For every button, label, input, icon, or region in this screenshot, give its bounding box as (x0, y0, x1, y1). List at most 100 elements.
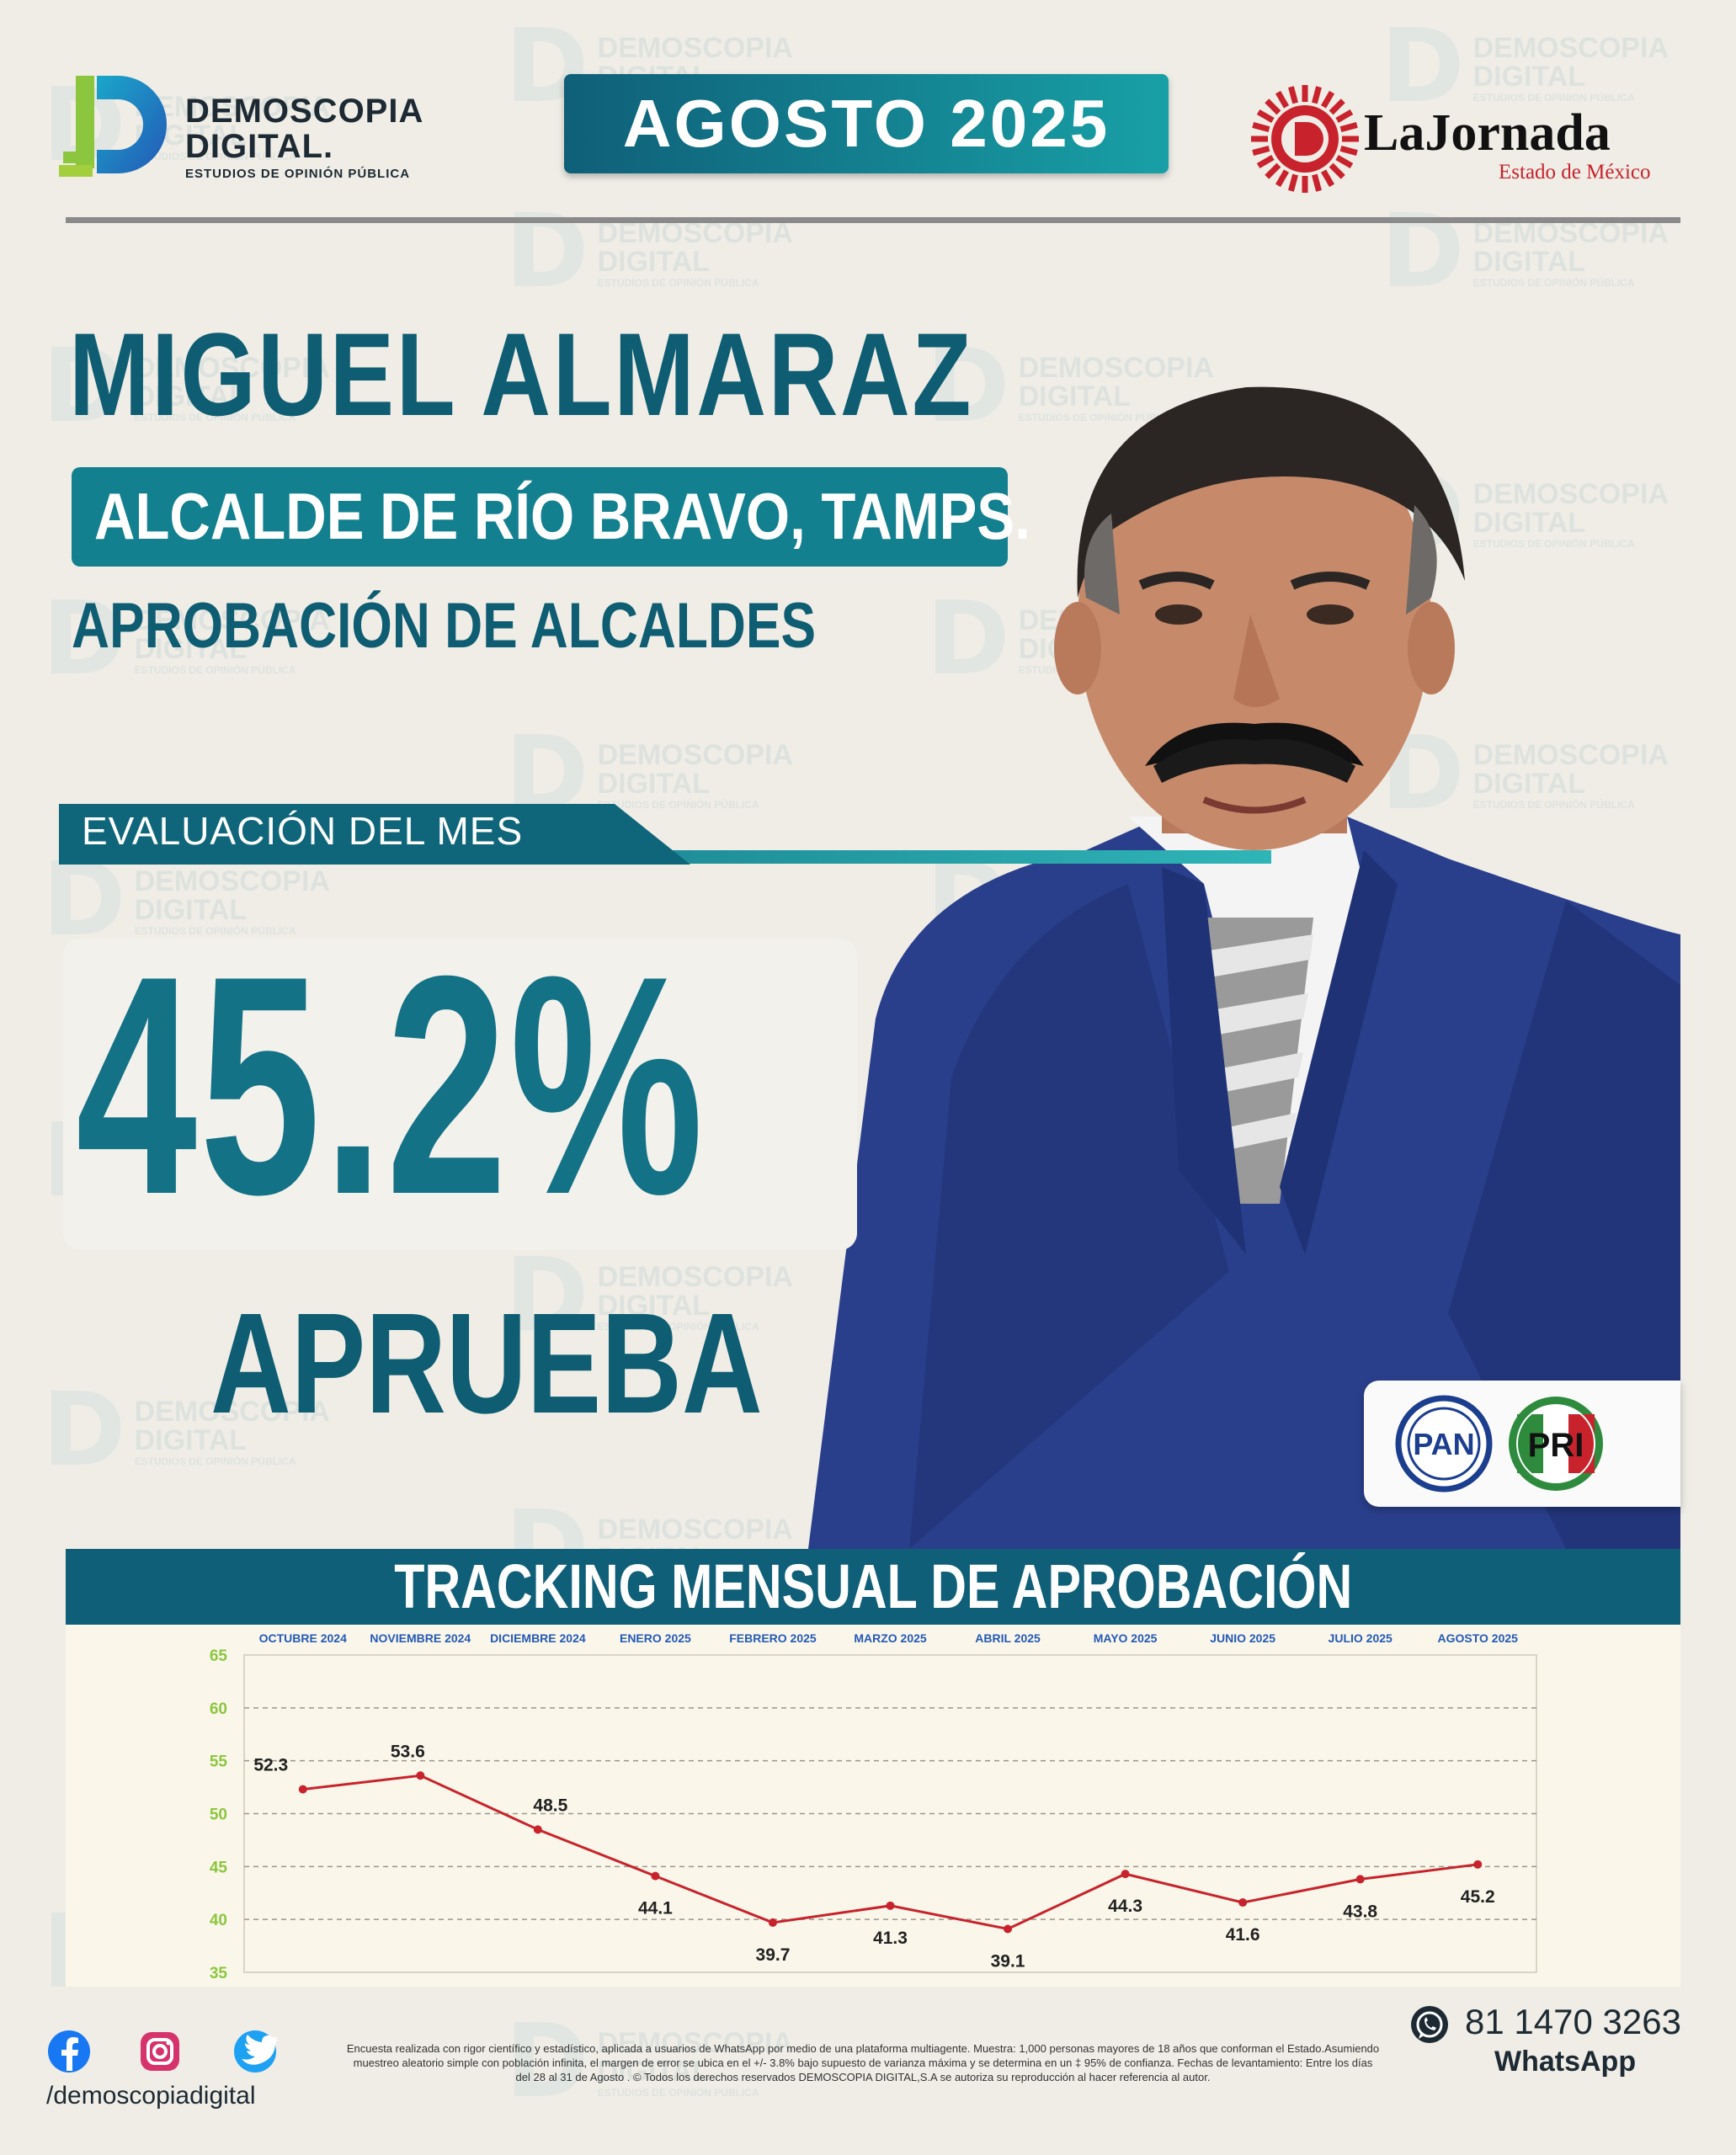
data-label: 44.3 (1108, 1897, 1142, 1916)
x-tick-label: JULIO 2025 (1329, 1631, 1393, 1645)
sun-ray (1288, 173, 1298, 192)
person-role: ALCALDE DE RÍO BRAVO, TAMPS. (94, 479, 1030, 553)
sun-ray (1275, 169, 1290, 188)
data-point (1238, 1898, 1248, 1908)
mayor-portrait (808, 386, 1680, 1549)
data-label: 45.2 (1461, 1887, 1495, 1907)
pri-label: PRI (1528, 1427, 1584, 1464)
la-jornada-subtitle: Estado de México (1499, 161, 1651, 184)
sun-emblem-icon (1251, 85, 1359, 193)
sun-ray (1288, 86, 1298, 104)
sun-ray (1339, 146, 1358, 156)
x-tick-label: AGOSTO 2025 (1438, 1631, 1519, 1645)
data-label: 52.3 (253, 1756, 288, 1775)
data-label: 41.3 (873, 1929, 908, 1948)
x-tick-label: FEBRERO 2025 (729, 1631, 817, 1645)
phone-number[interactable]: 81 1470 3263 (1465, 2002, 1681, 2041)
y-tick-label: 50 (210, 1806, 227, 1824)
logo-tagline: ESTUDIOS DE OPINIÓN PÚBLICA (185, 167, 411, 181)
sun-ray (1265, 98, 1281, 115)
survey-title: APROBACIÓN DE ALCALDES (72, 590, 817, 662)
y-tick-label: 65 (210, 1647, 228, 1665)
eval-tab (59, 804, 690, 865)
data-label: 53.6 (391, 1742, 425, 1761)
x-tick-label: ABRIL 2025 (975, 1631, 1041, 1645)
sun-ray (1339, 122, 1358, 132)
data-label: 44.1 (638, 1899, 673, 1918)
tracking-header-bar (66, 1549, 1680, 1625)
sun-ray (1252, 122, 1270, 132)
chart-panel (66, 1625, 1680, 1987)
social-handle[interactable]: /demoscopiadigital (46, 2082, 256, 2110)
data-point (1121, 1870, 1130, 1879)
sun-ray (1329, 98, 1345, 115)
month-banner: AGOSTO 2025 (564, 74, 1169, 173)
sun-ray (1320, 90, 1335, 109)
y-tick-label: 45 (210, 1859, 228, 1876)
sun-ray (1252, 146, 1270, 156)
data-point (1355, 1875, 1365, 1884)
chart-title: TRACKING MENSUAL DE APROBACIÓN (0, 1549, 1736, 1625)
demoscopia-d-icon (59, 76, 167, 177)
y-tick-label: 40 (210, 1912, 227, 1929)
pan-label: PAN (1413, 1427, 1474, 1461)
data-label: 39.1 (991, 1951, 1025, 1971)
methodology-disclaimer: Encuesta realizada con rigor científico … (346, 2042, 1380, 2083)
whatsapp-icon[interactable] (1410, 2005, 1449, 2044)
whatsapp-label: WhatsApp (1494, 2046, 1637, 2078)
data-point (298, 1785, 307, 1794)
y-tick-label: 55 (210, 1753, 228, 1771)
data-point (416, 1771, 425, 1780)
eval-label: EVALUACIÓN DEL MES (82, 809, 524, 853)
instagram-icon[interactable] (141, 2032, 179, 2071)
x-tick-label: NOVIEMBRE 2024 (370, 1631, 471, 1645)
data-point (651, 1871, 660, 1881)
data-point (886, 1901, 895, 1910)
role-badge (72, 467, 1008, 567)
sun-ray (1329, 162, 1345, 179)
chart-title-text: TRACKING MENSUAL DE APROBACIÓN (393, 1551, 1352, 1621)
approval-verdict: APRUEBA (210, 1284, 763, 1444)
y-tick-label: 60 (210, 1700, 227, 1718)
pri-logo-icon: PRI (1509, 1397, 1603, 1491)
la-jornada-name: LaJornada (1364, 104, 1611, 162)
la-jornada-logo: LaJornada Estado de México (1246, 80, 1684, 198)
x-tick-label: JUNIO 2025 (1210, 1631, 1275, 1645)
party-logos-panel: PAN PRI (1364, 1381, 1680, 1507)
twitter-icon[interactable] (234, 2030, 279, 2073)
logo-line-2: DIGITAL. (185, 128, 334, 165)
facebook-icon[interactable] (48, 2030, 90, 2073)
logo-line-1: DEMOSCOPIA (185, 93, 424, 130)
data-point (1473, 1860, 1483, 1869)
party-logos: PAN PRI (1395, 1395, 1603, 1493)
y-tick-label: 35 (210, 1965, 228, 1982)
data-label: 43.8 (1343, 1902, 1377, 1921)
sun-ray (1265, 162, 1281, 179)
approval-percent: 45.2% (76, 912, 706, 1259)
data-label: 39.7 (756, 1945, 791, 1965)
data-point (768, 1918, 777, 1927)
social-icons (46, 2029, 299, 2088)
data-label: 48.5 (533, 1796, 567, 1815)
sun-ray (1312, 86, 1322, 104)
sun-ray (1312, 173, 1322, 192)
data-point (1004, 1924, 1013, 1934)
sun-ray (1256, 154, 1275, 169)
percent-panel (63, 939, 857, 1250)
pan-logo-icon: PAN (1395, 1395, 1493, 1493)
demoscopia-logo: DEMOSCOPIA DIGITAL. ESTUDIOS DE OPINIÓN … (59, 67, 480, 185)
plot-area (243, 1654, 1537, 1973)
x-tick-label: DICIEMBRE 2024 (490, 1631, 586, 1645)
data-point (533, 1825, 542, 1834)
person-name: MIGUEL ALMARAZ (69, 308, 973, 440)
sun-ray (1335, 154, 1354, 169)
x-tick-label: MARZO 2025 (854, 1631, 927, 1645)
sun-ray (1256, 109, 1275, 124)
x-tick-label: MAYO 2025 (1094, 1631, 1158, 1645)
x-tick-label: OCTUBRE 2024 (259, 1631, 347, 1645)
sun-ray (1335, 109, 1354, 124)
x-tick-label: ENERO 2025 (620, 1631, 691, 1645)
header-divider (66, 217, 1680, 223)
data-label: 41.6 (1226, 1925, 1260, 1945)
